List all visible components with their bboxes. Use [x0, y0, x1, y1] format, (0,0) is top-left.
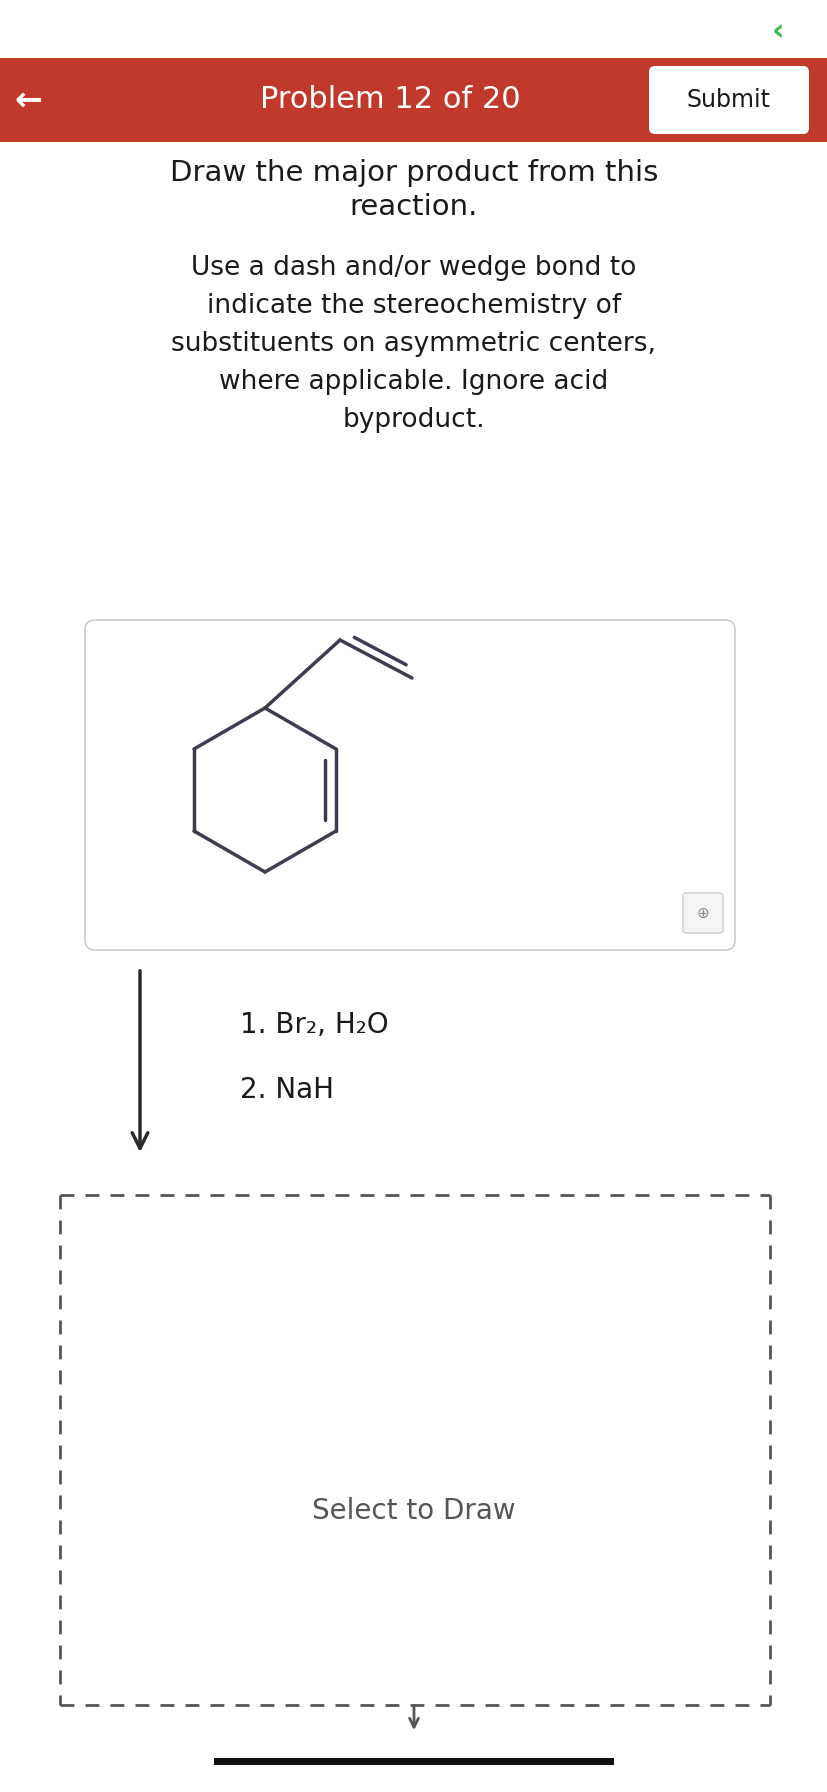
Bar	[0, 57, 827, 142]
Text: 2. NaH: 2. NaH	[240, 1075, 333, 1104]
Text: Use a dash and/or wedge bond to: Use a dash and/or wedge bond to	[191, 254, 636, 281]
Text: reaction.: reaction.	[349, 194, 478, 220]
Text: ⊕: ⊕	[696, 905, 709, 921]
Text: 1. Br₂, H₂O: 1. Br₂, H₂O	[240, 1011, 388, 1039]
Text: substituents on asymmetric centers,: substituents on asymmetric centers,	[171, 332, 656, 357]
Text: byproduct.: byproduct.	[342, 407, 485, 434]
Text: where applicable. Ignore acid: where applicable. Ignore acid	[219, 369, 608, 394]
FancyBboxPatch shape	[648, 66, 808, 134]
Text: Select to Draw: Select to Draw	[312, 1496, 515, 1525]
FancyBboxPatch shape	[85, 620, 734, 950]
Text: Submit: Submit	[686, 88, 770, 111]
Text: ‹: ‹	[771, 18, 783, 47]
Text: ←: ←	[14, 84, 42, 116]
Text: Problem 12 of 20: Problem 12 of 20	[260, 86, 519, 115]
FancyBboxPatch shape	[682, 892, 722, 934]
Text: indicate the stereochemistry of: indicate the stereochemistry of	[207, 294, 620, 319]
Text: Draw the major product from this: Draw the major product from this	[170, 159, 657, 186]
Bar	[213, 1758, 614, 1765]
